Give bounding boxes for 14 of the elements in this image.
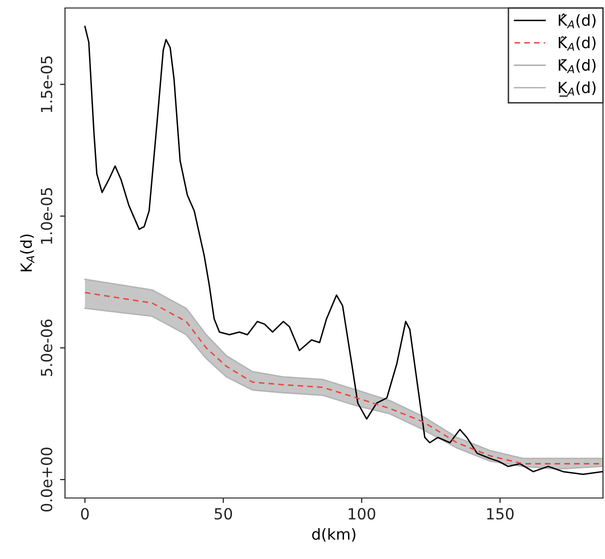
y-tick-label: 0.0e+00 (40, 448, 52, 512)
x-tick-label: 0 (81, 508, 89, 520)
x-axis-title: d(km) (312, 528, 356, 542)
y-tick-label: 1.5e-05 (40, 56, 52, 112)
legend-label: K̃$_{A}$(d) (558, 36, 596, 51)
x-tick-label: 50 (214, 508, 232, 520)
legend-label: K̄$_{A}$(d) (558, 58, 596, 74)
y-tick-label: 1.0e-05 (40, 188, 52, 244)
x-tick-label: 100 (348, 508, 376, 520)
x-tick-label: 150 (487, 508, 514, 520)
legend-label: K̂$_{A}$(d) (558, 14, 596, 28)
legend-label: K̲$_{A}$(d) (558, 81, 596, 97)
y-axis-title: K$_{A}$(d) (20, 234, 34, 272)
y-tick-label: 5.0e-06 (40, 319, 52, 376)
